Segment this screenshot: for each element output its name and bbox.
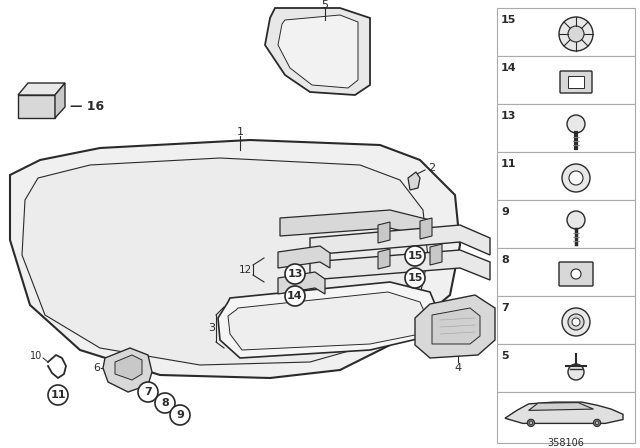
Text: 5: 5 xyxy=(321,0,328,10)
FancyBboxPatch shape xyxy=(560,71,592,93)
Text: 8: 8 xyxy=(161,398,169,408)
FancyBboxPatch shape xyxy=(497,296,635,344)
Circle shape xyxy=(572,318,580,326)
Circle shape xyxy=(562,164,590,192)
Circle shape xyxy=(571,269,581,279)
Circle shape xyxy=(48,385,68,405)
Circle shape xyxy=(593,419,601,426)
Text: 6: 6 xyxy=(93,363,100,373)
Text: 7: 7 xyxy=(144,387,152,397)
Text: 9: 9 xyxy=(501,207,509,217)
Circle shape xyxy=(405,246,425,266)
Text: 3: 3 xyxy=(208,323,215,333)
Text: 14: 14 xyxy=(501,63,516,73)
Polygon shape xyxy=(10,140,460,378)
FancyBboxPatch shape xyxy=(497,56,635,104)
Polygon shape xyxy=(310,225,490,255)
Text: 15: 15 xyxy=(407,251,422,261)
Text: 8: 8 xyxy=(501,255,509,265)
Circle shape xyxy=(595,421,599,425)
Text: 13: 13 xyxy=(501,111,516,121)
Text: 13: 13 xyxy=(287,269,303,279)
Circle shape xyxy=(405,268,425,288)
FancyBboxPatch shape xyxy=(497,200,635,248)
Polygon shape xyxy=(22,158,428,365)
Text: 5: 5 xyxy=(501,351,509,361)
Circle shape xyxy=(527,419,534,426)
Text: 7: 7 xyxy=(501,303,509,313)
Circle shape xyxy=(568,26,584,42)
Polygon shape xyxy=(378,249,390,269)
Polygon shape xyxy=(415,295,495,358)
Text: 9: 9 xyxy=(176,410,184,420)
Circle shape xyxy=(569,171,583,185)
Text: 358106: 358106 xyxy=(548,438,584,448)
Circle shape xyxy=(567,115,585,133)
Circle shape xyxy=(568,314,584,330)
Polygon shape xyxy=(529,403,593,410)
Text: 1: 1 xyxy=(237,127,243,137)
Circle shape xyxy=(170,405,190,425)
Polygon shape xyxy=(310,250,490,280)
Polygon shape xyxy=(280,210,430,238)
Polygon shape xyxy=(218,282,440,358)
FancyBboxPatch shape xyxy=(497,8,635,56)
FancyBboxPatch shape xyxy=(497,392,635,443)
Polygon shape xyxy=(430,244,442,265)
Polygon shape xyxy=(432,308,480,344)
Text: 2: 2 xyxy=(428,163,435,173)
Text: 12: 12 xyxy=(239,265,252,275)
Circle shape xyxy=(138,382,158,402)
Text: 14: 14 xyxy=(287,291,303,301)
Polygon shape xyxy=(420,218,432,239)
FancyBboxPatch shape xyxy=(559,262,593,286)
Text: 11: 11 xyxy=(501,159,516,169)
Polygon shape xyxy=(18,95,55,118)
Text: 15: 15 xyxy=(501,15,516,25)
Circle shape xyxy=(567,211,585,229)
FancyBboxPatch shape xyxy=(497,344,635,392)
Circle shape xyxy=(529,421,532,425)
Polygon shape xyxy=(505,402,623,423)
Circle shape xyxy=(285,264,305,284)
Circle shape xyxy=(568,364,584,380)
Polygon shape xyxy=(278,272,325,294)
FancyBboxPatch shape xyxy=(497,104,635,152)
Circle shape xyxy=(285,286,305,306)
Circle shape xyxy=(562,308,590,336)
Circle shape xyxy=(155,393,175,413)
Text: 10: 10 xyxy=(29,351,42,361)
Polygon shape xyxy=(228,292,428,350)
Polygon shape xyxy=(408,172,420,190)
Polygon shape xyxy=(278,246,330,268)
Polygon shape xyxy=(265,8,370,95)
FancyBboxPatch shape xyxy=(568,76,584,88)
Polygon shape xyxy=(378,222,390,243)
Text: — 16: — 16 xyxy=(70,99,104,112)
Text: 15: 15 xyxy=(407,273,422,283)
FancyBboxPatch shape xyxy=(497,248,635,296)
Polygon shape xyxy=(55,83,65,118)
Polygon shape xyxy=(115,355,142,380)
Polygon shape xyxy=(278,15,358,88)
FancyBboxPatch shape xyxy=(497,152,635,200)
Polygon shape xyxy=(18,83,65,95)
Circle shape xyxy=(559,17,593,51)
Text: 4: 4 xyxy=(454,363,461,373)
Text: 11: 11 xyxy=(51,390,66,400)
Polygon shape xyxy=(103,348,152,392)
